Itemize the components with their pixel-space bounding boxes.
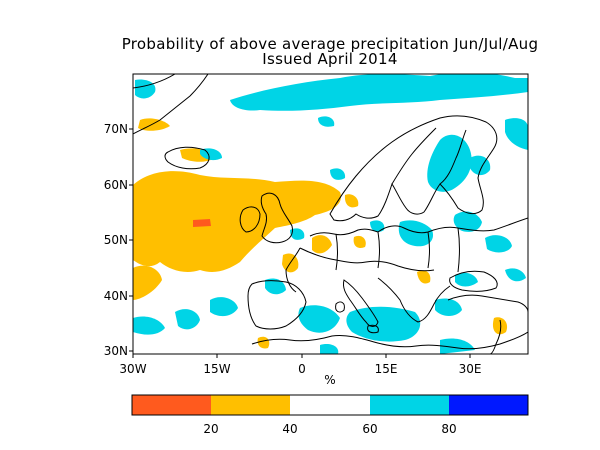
probability-map — [133, 74, 528, 354]
colorbar-tick-label: 60 — [362, 422, 377, 436]
colorbar-bin-60-80 — [370, 395, 449, 415]
region-arctic-high-band — [230, 74, 528, 111]
coastlines — [133, 74, 528, 354]
region-svalbard-high — [428, 82, 460, 95]
region-aegean-high — [435, 298, 462, 316]
region-east-med-high — [440, 338, 475, 354]
x-tick-label: 30E — [459, 362, 482, 376]
continent-north-coast — [309, 217, 528, 237]
x-tick-label: 30W — [119, 362, 146, 376]
colorbar-tick-label: 80 — [441, 422, 456, 436]
region-levant-low — [492, 317, 508, 335]
region-iberia-offshore-high — [133, 316, 165, 335]
region-atlantic-very-low — [193, 219, 211, 227]
africa-coast — [251, 331, 528, 350]
italy-coast — [343, 279, 379, 327]
very-low-regions — [193, 219, 211, 227]
region-mid-atlantic-low — [133, 265, 162, 300]
region-scandinavia-high — [427, 134, 472, 192]
france-coast — [285, 247, 301, 293]
map-frame — [132, 73, 529, 355]
region-germany-high — [370, 220, 385, 232]
y-tick-label: 40N — [104, 289, 128, 303]
britain-coast — [260, 192, 293, 244]
region-caspian-high — [505, 268, 526, 282]
region-iceland-high — [200, 148, 222, 161]
region-russia-high — [485, 235, 512, 253]
region-north-atlantic-high — [318, 116, 335, 127]
region-azores-high — [210, 297, 238, 317]
region-mediterranean-low — [257, 336, 270, 349]
inland-borders — [299, 227, 460, 273]
region-eastern-europe-high — [453, 211, 482, 232]
map-subtitle: Issued April 2014 — [262, 50, 398, 68]
y-tick-label: 30N — [104, 344, 128, 358]
iberia-coast — [247, 280, 307, 330]
x-tick-label: 0 — [298, 362, 306, 376]
region-med-south-high — [320, 344, 339, 354]
colorbar-tick-label: 20 — [203, 422, 218, 436]
region-baltic-high — [398, 220, 434, 247]
x-tick-label: 15W — [203, 362, 230, 376]
sweden-norway-border — [391, 127, 437, 185]
region-biscay-high — [290, 228, 305, 240]
finland-border — [439, 129, 467, 185]
region-benelux-low — [312, 235, 332, 254]
colorbar-frame — [131, 394, 529, 416]
colorbar-bin-20-40 — [211, 395, 290, 415]
colorbar-tick-label: 40 — [282, 422, 297, 436]
iceland-coast — [164, 146, 210, 170]
region-black-sea-high — [455, 272, 478, 287]
region-barents-high — [505, 118, 528, 150]
levant-coast — [489, 319, 502, 354]
sicily-sardinia — [335, 301, 379, 334]
above-normal-regions — [133, 74, 528, 354]
colorbar-bin-0-20 — [132, 395, 211, 415]
ireland-coast — [239, 206, 261, 233]
colorbar-bin-40-60 — [290, 395, 370, 415]
region-north-sea-high — [330, 168, 346, 180]
x-tick-label: 15E — [375, 362, 398, 376]
scandinavia-coast — [329, 115, 498, 222]
region-central-med-high — [346, 306, 421, 342]
colorbar-unit-label: % — [324, 373, 335, 387]
region-north-atlantic-low — [133, 171, 341, 273]
y-tick-label: 70N — [104, 122, 128, 136]
greenland-coast — [133, 74, 209, 135]
y-tick-label: 60N — [104, 178, 128, 192]
region-atlantic-south-high — [175, 309, 200, 330]
region-balkans-low — [417, 270, 431, 284]
colorbar — [131, 394, 529, 416]
region-west-med-high — [298, 305, 340, 333]
region-iberia-high — [265, 278, 286, 295]
y-tick-label: 50N — [104, 233, 128, 247]
region-norway-coast-low — [344, 194, 359, 208]
turkey-coast — [447, 294, 528, 313]
colorbar-bin-80-100 — [449, 395, 528, 415]
axis-ticks — [129, 128, 471, 358]
map-title: Probability of above average precipitati… — [121, 35, 539, 53]
balkans-coast — [377, 277, 451, 323]
black-sea-coast — [449, 270, 498, 292]
region-germany-low — [353, 235, 366, 248]
